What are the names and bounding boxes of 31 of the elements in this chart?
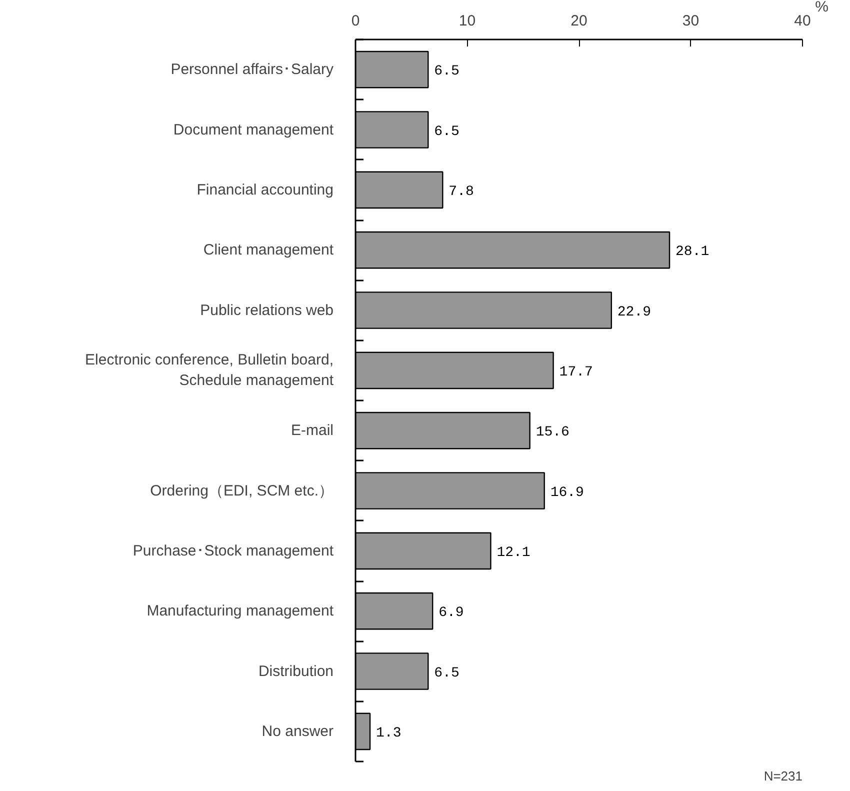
data-label: 16.9 <box>550 484 584 501</box>
x-tick-label: 40 <box>794 12 811 30</box>
data-label: 6.9 <box>438 605 464 622</box>
y-tick-label: Electronic conference, Bulletin board, Schedule management <box>85 352 334 390</box>
data-label: 6.5 <box>434 64 460 80</box>
y-tick-label: Public relations web <box>200 302 334 319</box>
y-tick-label: Ordering（EDI, SCM etc.） <box>150 482 334 500</box>
y-tick-label: Distribution <box>258 662 334 680</box>
data-label: 28.1 <box>676 244 710 260</box>
data-label: 6.5 <box>434 665 460 682</box>
y-tick-label: Manufacturing management <box>146 602 334 620</box>
y-tick-label: No answer <box>262 722 334 740</box>
x-axis-title: % <box>815 0 829 16</box>
y-tick-label: Document management <box>173 121 334 138</box>
x-tick-label: 0 <box>351 12 360 30</box>
y-tick-label: Financial accounting <box>196 181 334 198</box>
y-tick-label: Personnel affairs･Salary <box>170 61 334 78</box>
data-label: 17.7 <box>559 364 593 380</box>
data-label: 1.3 <box>376 725 402 742</box>
y-tick-label: Purchase･Stock management <box>132 542 334 560</box>
data-label: 12.1 <box>496 544 530 561</box>
x-tick-label: 10 <box>458 12 476 30</box>
y-tick-label: E-mail <box>291 422 334 440</box>
data-label: 6.5 <box>434 124 460 140</box>
text: N=231 <box>764 768 802 784</box>
x-tick-label: 20 <box>570 12 588 30</box>
x-tick-label: 30 <box>682 12 700 30</box>
data-label: 15.6 <box>536 424 570 441</box>
data-label: 7.8 <box>448 184 474 200</box>
y-tick-label: Client management <box>203 242 334 259</box>
data-label: 22.9 <box>617 304 652 320</box>
